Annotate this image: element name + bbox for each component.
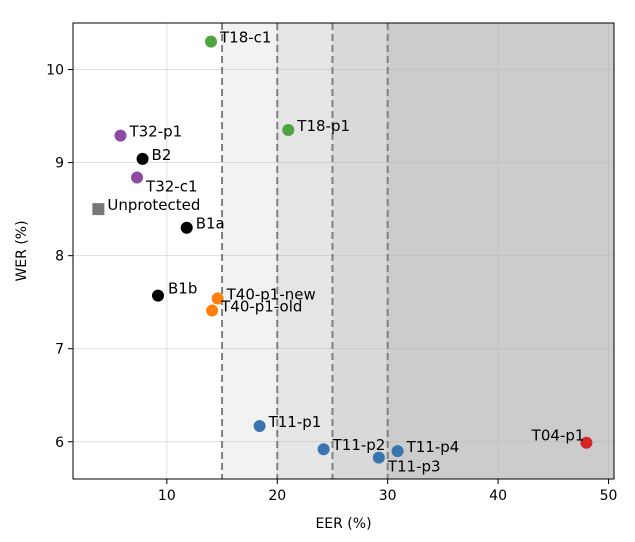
threshold-lines bbox=[221, 23, 389, 479]
x-tick-label: 30 bbox=[379, 488, 397, 504]
shaded-bands bbox=[222, 23, 614, 479]
y-tick-label: 10 bbox=[46, 63, 64, 79]
shaded-band-2 bbox=[332, 23, 388, 479]
point-label-t11-p4: T11-p4 bbox=[406, 438, 460, 456]
point-label-t18-p1: T18-p1 bbox=[296, 117, 350, 135]
point-label-t11-p1: T11-p1 bbox=[268, 413, 322, 431]
point-t18-c1 bbox=[205, 35, 218, 48]
point-t40-p1-new bbox=[211, 292, 224, 305]
x-tick-label: 40 bbox=[489, 488, 507, 504]
data-points bbox=[92, 35, 593, 464]
point-t11-p2 bbox=[317, 443, 330, 456]
point-label-b2: B2 bbox=[152, 146, 172, 164]
point-b1a bbox=[180, 221, 193, 234]
axis-ticks: 10 20 30 40 50 6 7 8 9 10 bbox=[46, 63, 617, 504]
point-label-t18-c1: T18-c1 bbox=[219, 29, 271, 47]
y-tick-label: 9 bbox=[55, 156, 64, 172]
point-t18-p1 bbox=[282, 124, 295, 137]
shaded-band-1 bbox=[277, 23, 333, 479]
point-t04-p1 bbox=[580, 436, 593, 449]
point-t32-p1 bbox=[114, 129, 127, 142]
point-label-t32-p1: T32-p1 bbox=[128, 123, 182, 141]
point-t11-p3 bbox=[372, 451, 385, 464]
point-t40-p1-old bbox=[206, 304, 219, 317]
point-label-t32-c1: T32-c1 bbox=[145, 177, 197, 195]
y-tick-label: 7 bbox=[55, 342, 64, 358]
x-axis-label: EER (%) bbox=[315, 516, 371, 532]
point-label-t11-p3: T11-p3 bbox=[387, 458, 441, 476]
point-t32-c1 bbox=[131, 171, 144, 184]
point-label-b1a: B1a bbox=[196, 215, 225, 233]
point-b1b bbox=[152, 289, 165, 302]
point-unprotected bbox=[92, 203, 105, 216]
y-tick-label: 8 bbox=[55, 249, 64, 265]
x-tick-label: 20 bbox=[268, 488, 286, 504]
grid-lines bbox=[73, 23, 614, 479]
point-t11-p1 bbox=[253, 419, 266, 432]
point-label-unprotected: Unprotected bbox=[107, 196, 200, 214]
point-t11-p4 bbox=[391, 445, 404, 458]
point-b2 bbox=[136, 152, 149, 165]
plot-frame bbox=[72, 22, 615, 480]
point-label-b1b: B1b bbox=[168, 280, 197, 298]
x-tick-label: 10 bbox=[158, 488, 176, 504]
point-labels: T18-c1 T18-p1 T32-p1 B2 T32-c1UnprotectedB1a… bbox=[107, 29, 584, 476]
shaded-band-0 bbox=[222, 23, 278, 479]
point-label-t11-p2: T11-p2 bbox=[332, 436, 386, 454]
x-tick-label: 50 bbox=[600, 488, 618, 504]
y-tick-label: 6 bbox=[55, 435, 64, 451]
point-label-t04-p1: T04-p1 bbox=[531, 427, 585, 445]
y-axis-label: WER (%) bbox=[14, 220, 30, 281]
shaded-band-3 bbox=[387, 23, 614, 479]
point-label-t40-p1-new: T40-p1-new bbox=[226, 285, 316, 303]
point-label-t40-p1-old: T40-p1-old bbox=[220, 298, 302, 316]
